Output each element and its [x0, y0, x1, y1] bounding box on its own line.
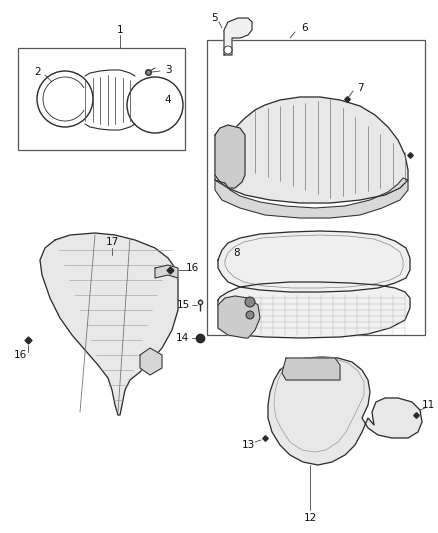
Polygon shape — [218, 282, 410, 338]
Text: 16: 16 — [14, 350, 27, 360]
Bar — [18, 48, 185, 150]
Text: 4: 4 — [165, 95, 171, 105]
Circle shape — [245, 297, 255, 307]
Polygon shape — [218, 231, 410, 292]
Text: 1: 1 — [117, 25, 124, 35]
Text: 2: 2 — [35, 67, 41, 77]
Text: 7: 7 — [357, 83, 363, 93]
Polygon shape — [40, 233, 178, 415]
Polygon shape — [215, 125, 245, 188]
Polygon shape — [215, 97, 408, 203]
Text: 9: 9 — [232, 298, 238, 308]
Text: 11: 11 — [421, 400, 434, 410]
Circle shape — [224, 46, 232, 54]
Text: 10: 10 — [226, 310, 239, 320]
Bar — [207, 40, 425, 335]
Text: 8: 8 — [234, 248, 240, 258]
Polygon shape — [268, 357, 422, 465]
Polygon shape — [218, 296, 260, 338]
Text: 13: 13 — [241, 440, 254, 450]
Text: 17: 17 — [106, 237, 119, 247]
Text: 5: 5 — [212, 13, 218, 23]
Text: 15: 15 — [177, 300, 190, 310]
Circle shape — [246, 311, 254, 319]
Text: 6: 6 — [302, 23, 308, 33]
Polygon shape — [282, 358, 340, 380]
Text: 12: 12 — [304, 513, 317, 523]
Polygon shape — [224, 18, 252, 55]
Text: 3: 3 — [165, 65, 171, 75]
Text: 16: 16 — [185, 263, 198, 273]
Polygon shape — [155, 265, 178, 278]
Polygon shape — [140, 348, 162, 375]
Polygon shape — [215, 178, 408, 218]
Text: 14: 14 — [175, 333, 189, 343]
